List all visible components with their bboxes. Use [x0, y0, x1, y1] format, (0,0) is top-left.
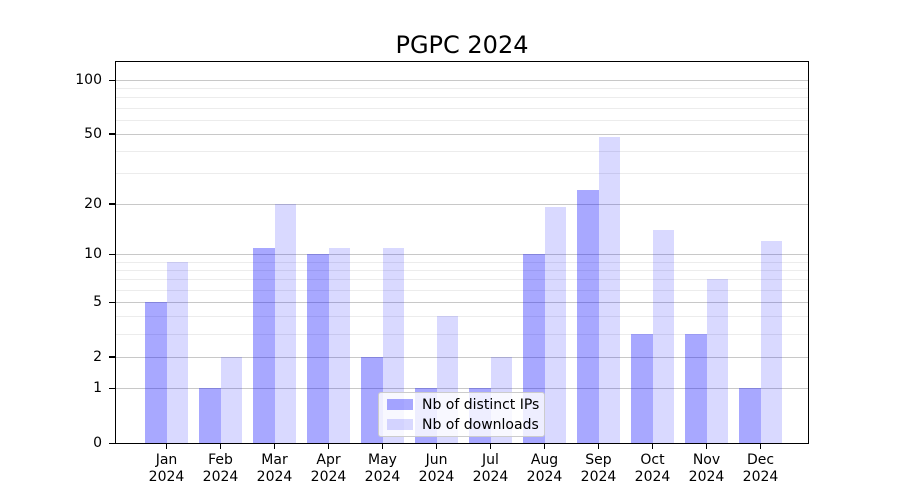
- legend-label: Nb of distinct IPs: [422, 396, 540, 413]
- bar: [166, 261, 188, 443]
- y-axis-tick: [109, 442, 115, 444]
- gridline-minor: [116, 97, 808, 99]
- x-axis-tick-label: Aug 2024: [526, 452, 563, 485]
- gridline-minor: [116, 88, 808, 90]
- y-axis-tick: [109, 356, 115, 358]
- gridline-minor: [116, 261, 808, 263]
- y-axis-tick-label: 100: [75, 72, 102, 89]
- bar: [739, 388, 761, 443]
- gridline-minor: [116, 316, 808, 318]
- bar: [685, 333, 707, 443]
- legend-entry: Nb of distinct IPs: [387, 396, 540, 413]
- x-axis-tick-label: Mar 2024: [256, 452, 293, 485]
- x-axis-tick-label: Dec 2024: [742, 452, 779, 485]
- bar: [199, 388, 221, 443]
- gridline-minor: [116, 289, 808, 291]
- x-axis-tick-label: Feb 2024: [202, 452, 239, 485]
- x-axis-tick: [543, 444, 546, 449]
- x-axis-tick: [489, 444, 492, 449]
- bar: [577, 189, 599, 443]
- y-axis-tick: [109, 133, 115, 135]
- gridline-minor: [116, 279, 808, 281]
- chart-title: PGPC 2024: [395, 31, 529, 59]
- x-axis-tick: [219, 444, 222, 449]
- y-axis-tick-label: 2: [93, 348, 102, 365]
- x-axis-tick-label: Nov 2024: [688, 452, 725, 485]
- gridline-major: [116, 203, 808, 205]
- bar: [274, 203, 296, 443]
- gridline-minor: [116, 150, 808, 152]
- y-axis-tick-label: 5: [93, 294, 102, 311]
- y-axis-tick: [109, 301, 115, 304]
- gridline-major: [116, 388, 808, 390]
- bar: [631, 333, 653, 443]
- y-axis-tick-label: 20: [84, 195, 102, 212]
- x-axis-tick: [273, 444, 276, 449]
- x-axis-tick-label: May 2024: [364, 452, 401, 485]
- bar: [706, 279, 728, 443]
- gridline-minor: [116, 119, 808, 121]
- bar: [220, 356, 242, 443]
- bar: [652, 230, 674, 443]
- bar: [598, 136, 620, 443]
- legend-label: Nb of downloads: [422, 416, 539, 433]
- bar: [145, 302, 167, 443]
- x-axis-tick: [381, 444, 384, 449]
- gridline-minor: [116, 172, 808, 174]
- bar: [361, 356, 383, 443]
- bar: [760, 241, 782, 443]
- gridline-minor: [116, 270, 808, 272]
- x-axis-tick-label: Apr 2024: [310, 452, 347, 485]
- gridline-major: [116, 254, 808, 256]
- x-axis-tick-label: Jul 2024: [472, 452, 509, 485]
- gridline-minor: [116, 107, 808, 109]
- gridline-major: [116, 80, 808, 82]
- x-axis-tick: [759, 444, 762, 449]
- bar: [253, 247, 275, 443]
- x-axis-tick: [435, 444, 438, 449]
- x-axis-tick: [651, 444, 654, 449]
- bar: [544, 207, 566, 443]
- x-axis-tick-label: Jun 2024: [418, 452, 455, 485]
- y-axis-tick: [109, 203, 115, 205]
- x-axis-tick-label: Oct 2024: [634, 452, 671, 485]
- x-axis-tick: [705, 444, 708, 449]
- plot-area: [115, 61, 809, 444]
- y-axis-tick: [109, 79, 115, 82]
- gridline-major: [116, 133, 808, 135]
- y-axis-tick: [109, 253, 115, 256]
- legend-entry: Nb of downloads: [387, 416, 539, 433]
- legend-swatch: [387, 419, 413, 430]
- legend: Nb of distinct IPs Nb of downloads: [378, 392, 545, 437]
- bar: [307, 254, 329, 443]
- bar: [328, 247, 350, 443]
- y-axis-tick-label: 50: [84, 125, 102, 142]
- gridline-major: [116, 356, 808, 358]
- x-axis-tick: [597, 444, 600, 449]
- x-axis-tick: [327, 444, 330, 449]
- gridline-major: [116, 302, 808, 304]
- legend-swatch: [387, 399, 413, 410]
- x-axis-tick-label: Jan 2024: [148, 452, 185, 485]
- y-axis-tick-label: 10: [84, 246, 102, 263]
- x-axis-tick-label: Sep 2024: [580, 452, 617, 485]
- y-axis-tick-label: 1: [93, 380, 102, 397]
- y-axis-tick-label: 0: [93, 435, 102, 451]
- y-axis-tick: [109, 387, 115, 390]
- gridline-minor: [116, 333, 808, 335]
- x-axis-tick: [165, 444, 168, 449]
